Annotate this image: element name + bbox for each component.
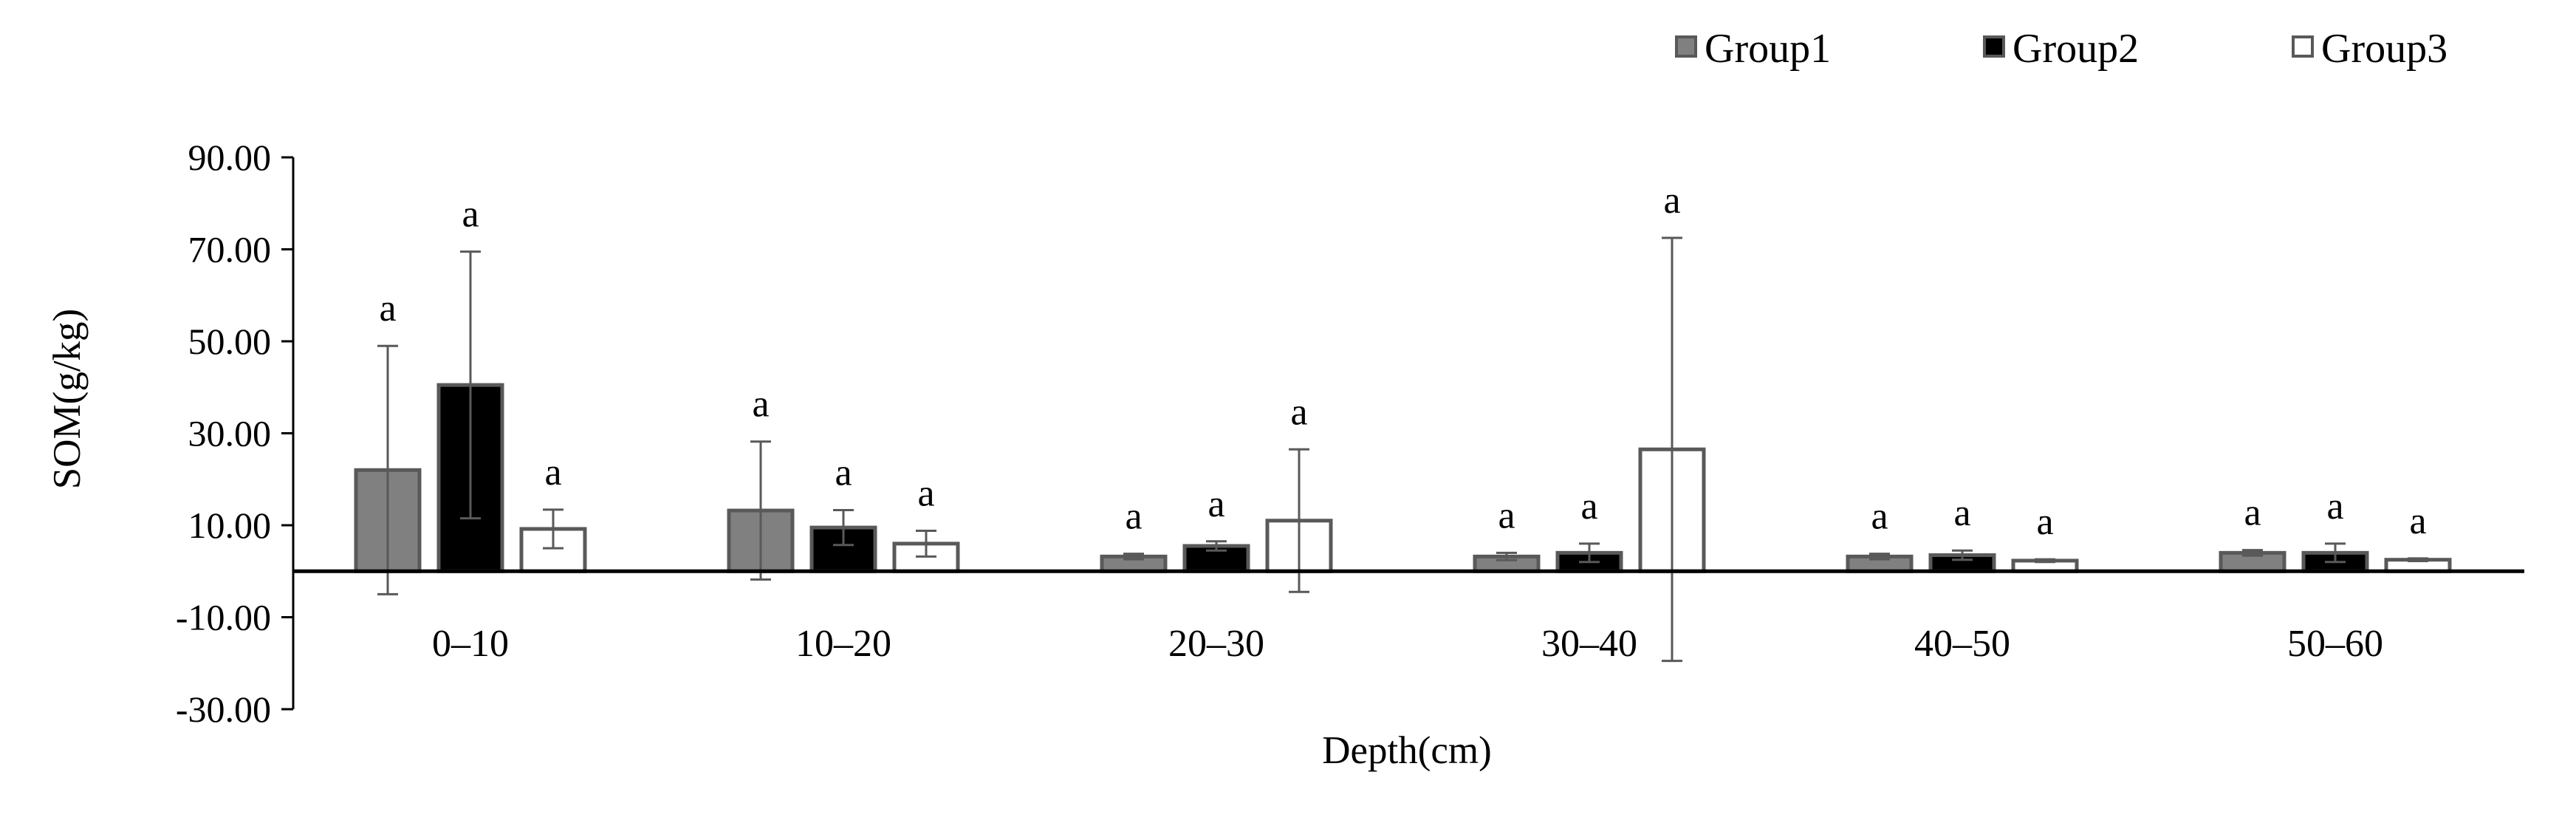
y-tick-label: 90.00: [188, 137, 272, 178]
category-label: 40–50: [1914, 623, 2010, 665]
y-tick-label: 10.00: [188, 505, 272, 546]
legend-swatch-group3: [2292, 35, 2314, 58]
significance-label: a: [1663, 180, 1680, 222]
y-axis: 90.00 70.00 50.00 30.00 10.00 -10.00 -30.00: [176, 137, 295, 730]
significance-label: a: [462, 194, 479, 236]
y-tick-label: -10.00: [176, 597, 271, 638]
category-label: 10–20: [795, 623, 891, 665]
category-labels-layer: 0–10 10–20 20–30 30–40 40–50 50–60: [432, 623, 2383, 665]
significance-label: a: [2409, 500, 2426, 542]
legend-label-group2: Group2: [2012, 26, 2139, 72]
significance-label: a: [1125, 496, 1142, 538]
legend-label-group1: Group1: [1705, 26, 1831, 72]
y-tick-label: 70.00: [188, 229, 272, 270]
y-tick-label: -30.00: [176, 689, 271, 730]
category-label: 0–10: [432, 623, 509, 665]
significance-label: a: [1580, 485, 1597, 527]
significance-label: a: [379, 287, 396, 329]
error-bars-layer: [377, 236, 2428, 663]
category-label: 30–40: [1541, 623, 1637, 665]
legend-label-group3: Group3: [2321, 26, 2447, 72]
legend-swatch-group1: [1675, 35, 1697, 58]
significance-label: a: [1871, 496, 1888, 538]
legend: Group1 Group2 Group3: [1675, 26, 2447, 72]
y-tick-label: 50.00: [188, 321, 272, 362]
significance-label: a: [1208, 483, 1224, 525]
significance-label: a: [1290, 391, 1307, 433]
significance-label: a: [835, 451, 852, 493]
significance-label: a: [544, 451, 561, 493]
significance-label: a: [752, 383, 769, 426]
significance-label: a: [1498, 494, 1515, 536]
y-axis-title: SOM(g/kg): [46, 309, 89, 489]
significance-labels-layer: a a a a a a a a a a a a a a a a a a: [379, 180, 2426, 543]
x-axis-title: Depth(cm): [1322, 729, 1492, 772]
significance-label: a: [1953, 492, 1970, 534]
significance-label: a: [2244, 492, 2261, 534]
significance-label: a: [2036, 501, 2053, 543]
significance-label: a: [917, 472, 934, 514]
category-label: 20–30: [1168, 623, 1264, 665]
legend-swatch-group2: [1983, 35, 2005, 58]
significance-label: a: [2326, 485, 2343, 527]
bars-layer: [354, 383, 2452, 573]
category-label: 50–60: [2287, 623, 2383, 665]
y-tick-label: 30.00: [188, 413, 272, 454]
